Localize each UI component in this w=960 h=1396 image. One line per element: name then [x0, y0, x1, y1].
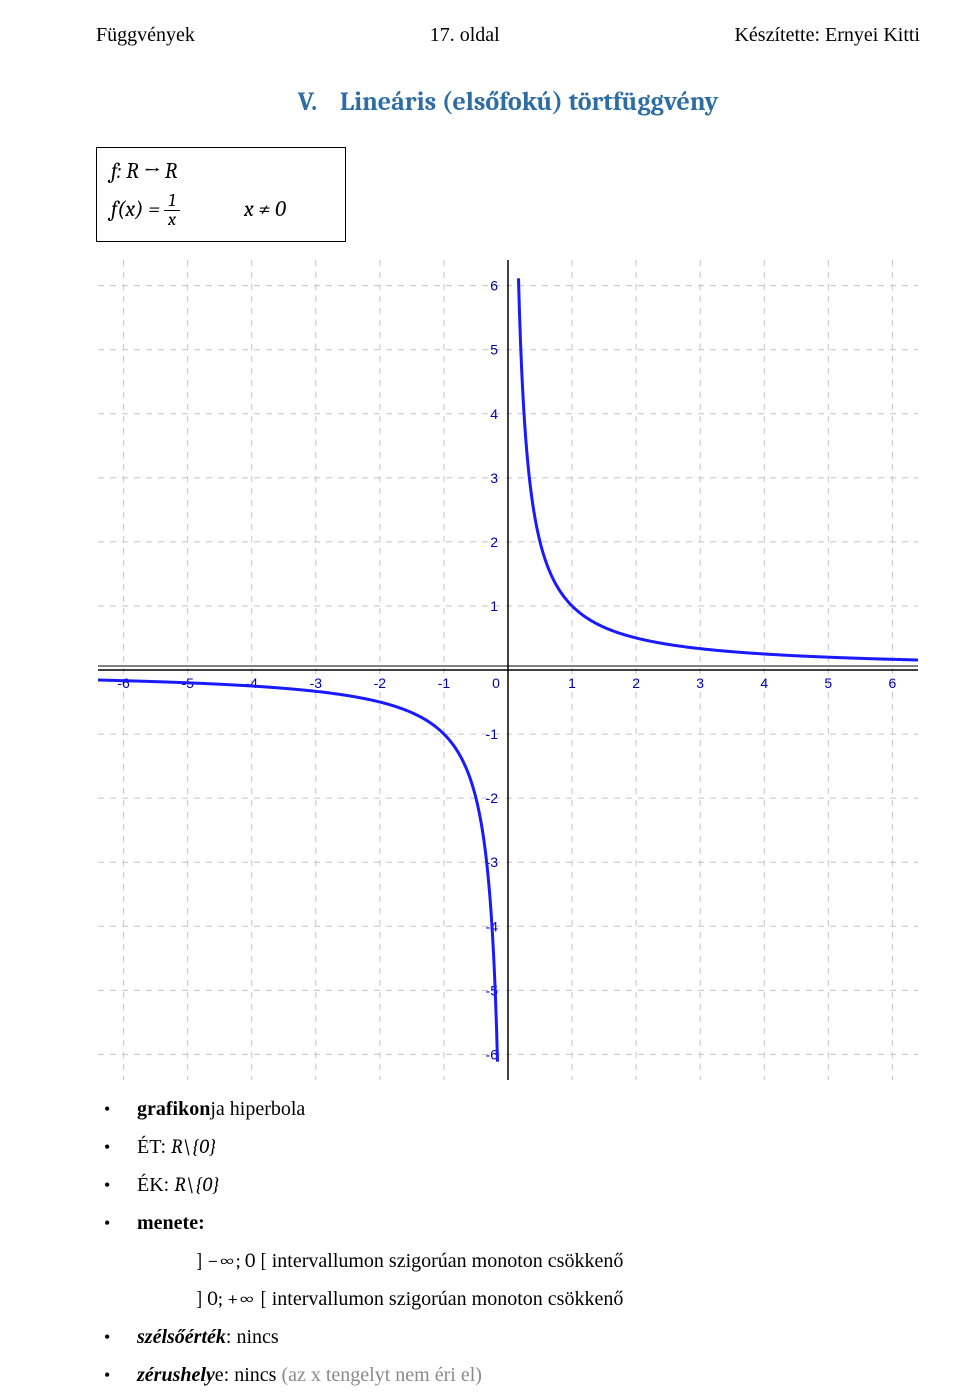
function-box: f: R → R f(x) = 1 x x ≠ 0 — [96, 147, 346, 242]
interval-2-text: intervallumon szigorúan monoton csökkenő — [267, 1288, 624, 1310]
svg-text:3: 3 — [696, 675, 704, 691]
extremum-rest: : nincs — [226, 1326, 279, 1348]
bullet-range: ÉK: R\{0} — [132, 1166, 920, 1204]
range-value: R\{0} — [174, 1173, 220, 1196]
fraction-den: x — [164, 211, 180, 229]
header-center: 17. oldal — [430, 24, 500, 47]
fx-label: f(x) = — [111, 196, 160, 222]
svg-text:-1: -1 — [486, 726, 499, 742]
svg-text:-2: -2 — [374, 675, 387, 691]
svg-text:1: 1 — [490, 598, 498, 614]
svg-text:5: 5 — [490, 342, 498, 358]
interval-1-text: intervallumon szigorúan monoton csökkenő — [267, 1250, 624, 1272]
zero-label: zérushely — [137, 1364, 215, 1386]
svg-text:3: 3 — [490, 470, 498, 486]
section-text: Lineáris (elsőfokú) törtfüggvény — [340, 87, 718, 117]
fn-condition: x ≠ 0 — [244, 196, 286, 222]
svg-text:-1: -1 — [438, 675, 451, 691]
domain-label: ÉT: — [137, 1136, 171, 1158]
svg-text:4: 4 — [490, 406, 498, 422]
bullet-domain: ÉT: R\{0} — [132, 1128, 920, 1166]
svg-text:-3: -3 — [310, 675, 323, 691]
domain-value: R\{0} — [171, 1135, 217, 1158]
interval-1: ] −∞; 0 [ — [196, 1249, 267, 1272]
header-right: Készítette: Ernyei Kitti — [734, 24, 920, 47]
svg-text:-4: -4 — [246, 675, 259, 691]
hyperbola-chart: -6-5-4-3-2-10123456-6-5-4-3-2-1123456 — [98, 260, 918, 1080]
svg-text:0: 0 — [492, 675, 500, 691]
section-title: V. Lineáris (elsőfokú) törtfüggvény — [96, 87, 920, 117]
svg-text:4: 4 — [760, 675, 768, 691]
fn-definition: f(x) = 1 x x ≠ 0 — [111, 190, 327, 227]
graph-rest: ja hiperbola — [210, 1098, 305, 1120]
zero-rest: e: nincs — [215, 1364, 282, 1386]
properties-list: grafikonja hiperbola ÉT: R\{0} ÉK: R\{0}… — [96, 1090, 920, 1394]
bullet-graph: grafikonja hiperbola — [132, 1090, 920, 1128]
range-label: ÉK: — [137, 1174, 174, 1196]
fraction: 1 x — [164, 192, 180, 229]
svg-text:-2: -2 — [486, 790, 499, 806]
fn-domain: f: R → R — [111, 158, 327, 184]
zero-note: (az x tengelyt nem éri el) — [281, 1364, 481, 1386]
bullet-extremum: szélsőérték: nincs — [132, 1318, 920, 1356]
monotony-label: menete: — [137, 1212, 205, 1234]
svg-text:2: 2 — [632, 675, 640, 691]
svg-text:6: 6 — [490, 278, 498, 294]
svg-text:-6: -6 — [117, 675, 130, 691]
header-left: Függvények — [96, 24, 195, 47]
svg-text:2: 2 — [490, 534, 498, 550]
bullet-monotony: menete: ] −∞; 0 [ intervallumon szigorúa… — [132, 1204, 920, 1318]
graph-label: grafikon — [137, 1098, 210, 1120]
section-numeral: V. — [298, 87, 317, 117]
chart-svg: -6-5-4-3-2-10123456-6-5-4-3-2-1123456 — [98, 260, 918, 1080]
page-header: Függvények 17. oldal Készítette: Ernyei … — [96, 24, 920, 47]
svg-text:1: 1 — [568, 675, 576, 691]
svg-text:5: 5 — [824, 675, 832, 691]
bullet-zero: zérushelye: nincs (az x tengelyt nem éri… — [132, 1356, 920, 1394]
extremum-label: szélsőérték — [137, 1326, 226, 1348]
svg-text:6: 6 — [888, 675, 896, 691]
interval-2: ] 0; +∞ [ — [196, 1287, 267, 1310]
